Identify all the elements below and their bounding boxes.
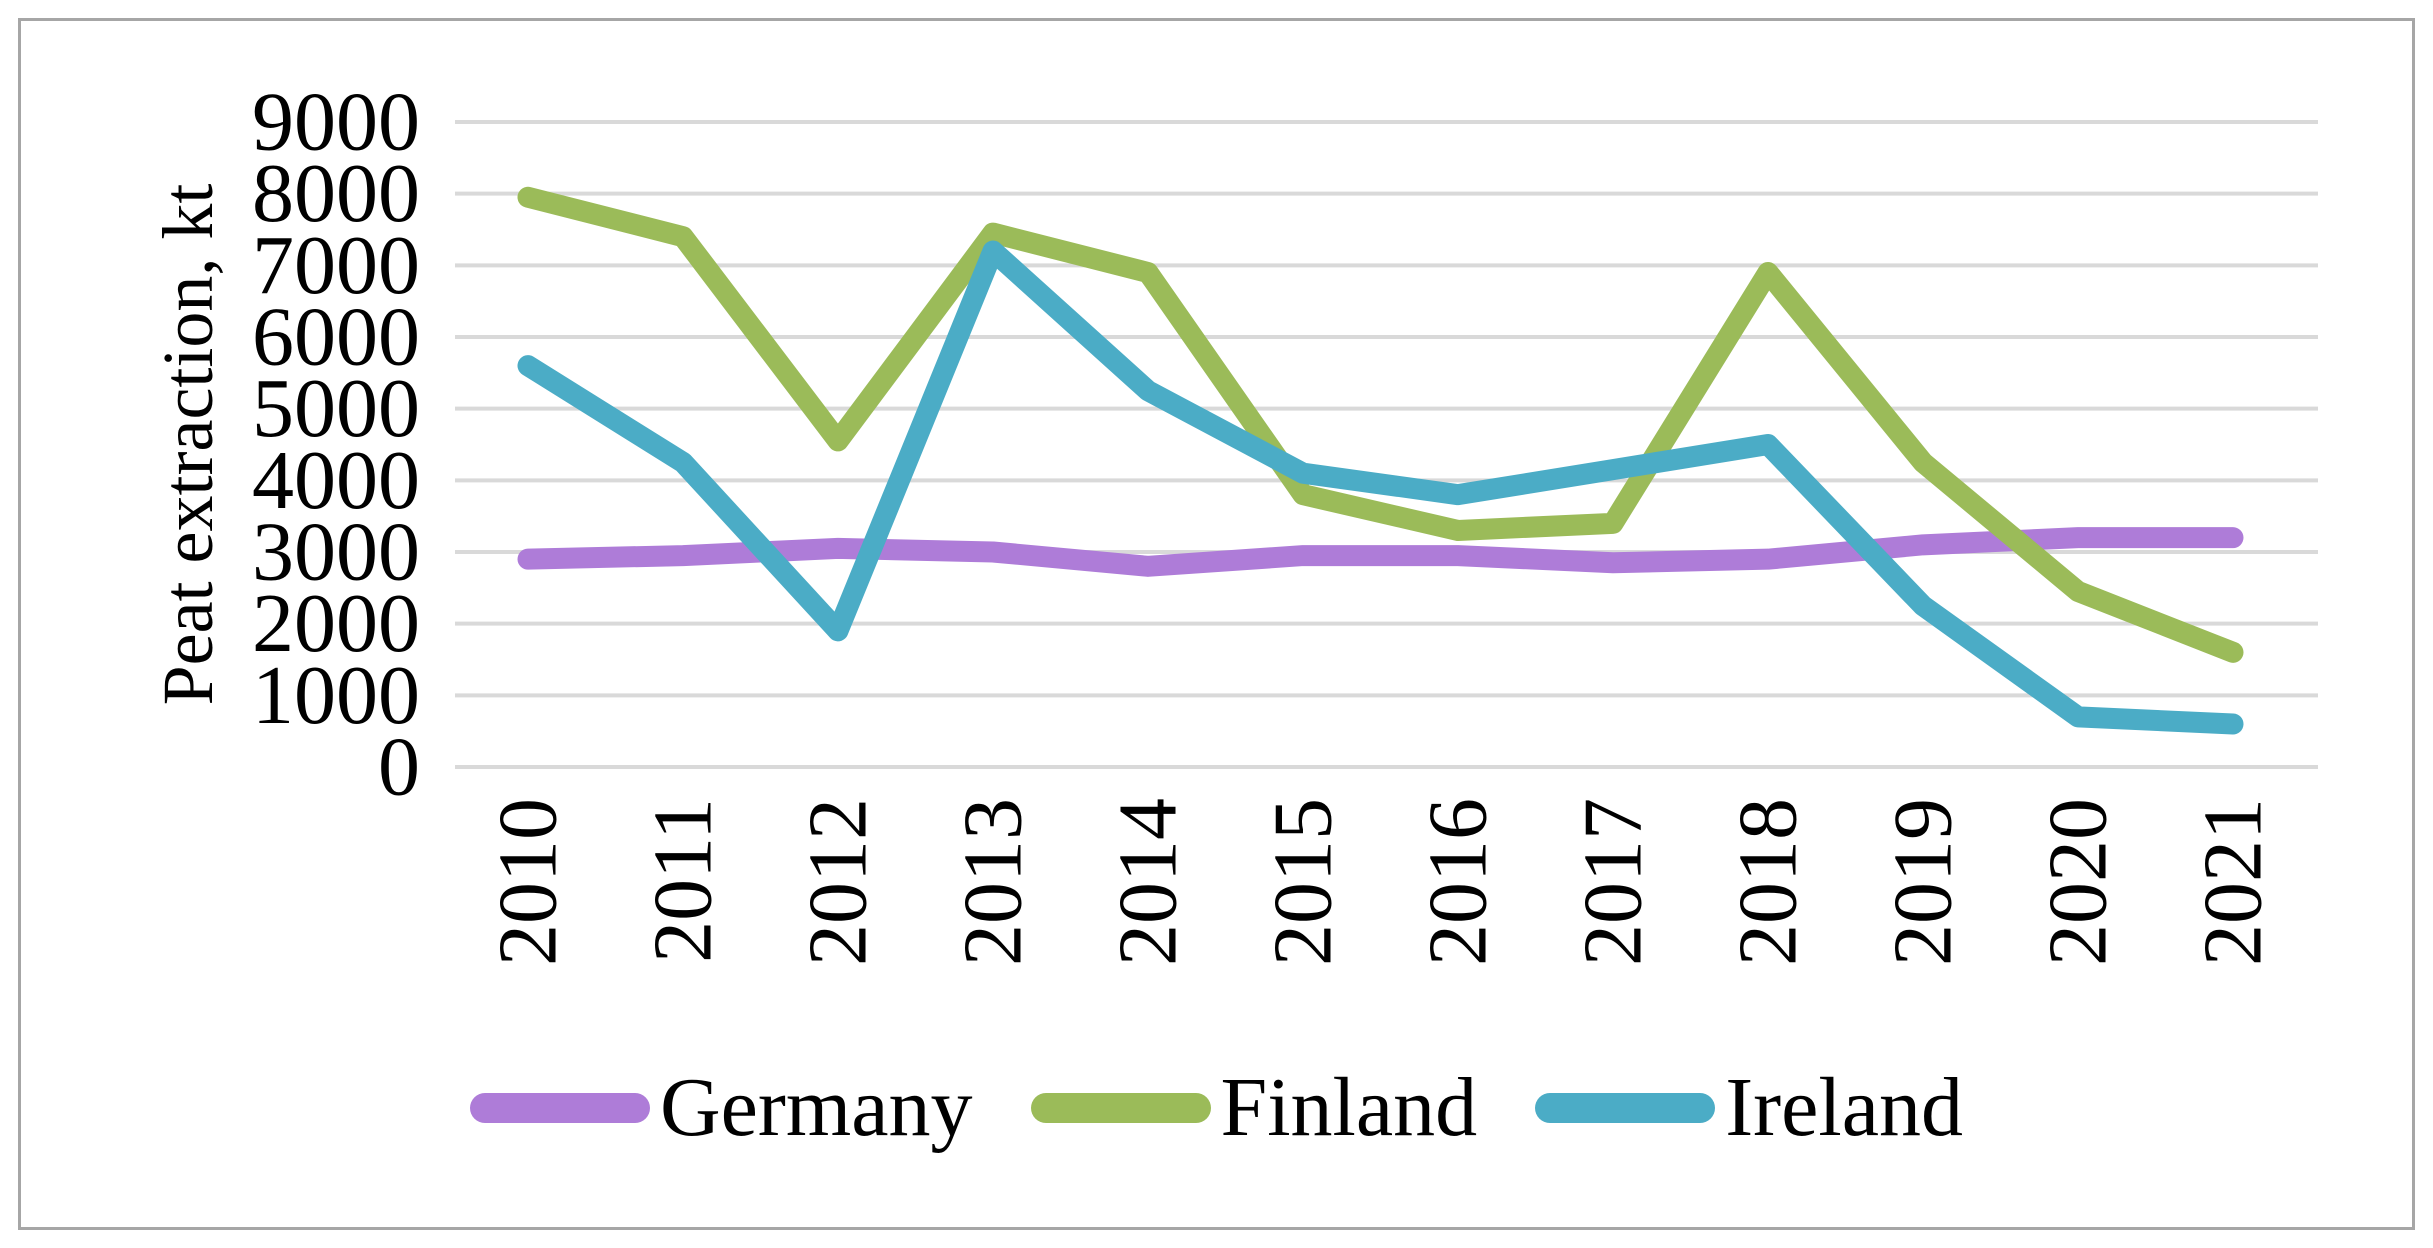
germany-series-line xyxy=(517,527,2244,577)
finland-series-line xyxy=(517,186,2244,663)
y-tick-label-1000: 1000 xyxy=(252,649,420,742)
legend-label-germany: Germany xyxy=(659,1061,973,1154)
y-tick-label-0: 0 xyxy=(378,721,420,814)
y-tick-label-6000: 6000 xyxy=(252,291,420,384)
y-tick-label-8000: 8000 xyxy=(252,147,420,240)
x-tick-label-2017: 2017 xyxy=(1567,798,1660,966)
x-tick-label-2013: 2013 xyxy=(947,798,1040,966)
legend-label-finland: Finland xyxy=(1220,1061,1478,1154)
y-axis-title: Peat extraction, kt xyxy=(148,184,228,706)
germany-line-swatch xyxy=(469,1093,650,1123)
finland-line-swatch xyxy=(1030,1093,1211,1123)
x-tick-label-2020: 2020 xyxy=(2032,798,2125,966)
y-tick-label-2000: 2000 xyxy=(252,577,420,670)
x-tick-label-2010: 2010 xyxy=(482,798,575,966)
y-tick-label-4000: 4000 xyxy=(252,434,420,527)
legend-item-finland: Finland xyxy=(1030,1061,1478,1154)
x-tick-label-2016: 2016 xyxy=(1412,798,1505,966)
legend-item-ireland: Ireland xyxy=(1535,1066,1963,1150)
y-tick-label-9000: 9000 xyxy=(252,76,420,169)
x-tick-label-2021: 2021 xyxy=(2187,798,2280,966)
x-tick-label-2018: 2018 xyxy=(1722,798,1815,966)
x-tick-label-2011: 2011 xyxy=(637,798,730,963)
chart-legend: Germany Finland Ireland xyxy=(0,1058,2433,1158)
x-tick-label-2012: 2012 xyxy=(792,798,885,966)
y-tick-label-7000: 7000 xyxy=(252,219,420,312)
ireland-line-swatch xyxy=(1535,1093,1716,1123)
legend-label-ireland: Ireland xyxy=(1725,1061,1964,1154)
x-tick-label-2014: 2014 xyxy=(1102,798,1195,966)
x-tick-label-2019: 2019 xyxy=(1877,798,1970,966)
y-tick-label-3000: 3000 xyxy=(252,506,420,599)
x-tick-label-2015: 2015 xyxy=(1257,798,1350,966)
ireland-series-line xyxy=(517,240,2244,735)
y-tick-label-5000: 5000 xyxy=(252,362,420,455)
legend-item-germany: Germany xyxy=(469,1061,973,1154)
